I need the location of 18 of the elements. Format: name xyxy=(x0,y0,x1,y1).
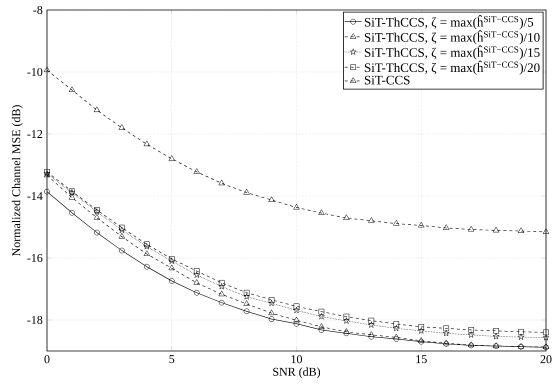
y-tick-label: -18 xyxy=(27,316,42,324)
x-tick-label: 0 xyxy=(44,355,50,364)
y-tick-label: -8 xyxy=(33,6,42,14)
x-tick-label: 15 xyxy=(416,355,427,364)
y-tick-label: -12 xyxy=(27,130,42,138)
y-tick-label: -14 xyxy=(27,192,43,200)
x-tick-label: 10 xyxy=(292,355,302,364)
legend-label: SiT-ThCCS, ζ = max(ĥ$^{SiT−CCS}$)/10 xyxy=(364,30,540,44)
y-tick-label: -10 xyxy=(27,68,42,76)
legend-label: SiT-CCS xyxy=(364,76,410,84)
x-axis-title: SNR (dB) xyxy=(273,367,320,378)
y-axis-title: Normalized Channel MSE (dB) xyxy=(12,105,23,256)
x-tick-label: 20 xyxy=(540,355,552,364)
legend-label: SiT-ThCCS, ζ = max(ĥ$^{SiT−CCS}$)/15 xyxy=(364,45,540,60)
y-tick-label: -16 xyxy=(27,254,42,262)
x-tick-label: 5 xyxy=(169,355,174,364)
legend-label: SiT-ThCCS, ζ = max(ĥ$^{SiT−CCS}$)/20 xyxy=(364,60,540,75)
legend-label: SiT-ThCCS, ζ = max(ĥ$^{SiT−CCS}$)/5 xyxy=(364,15,534,30)
